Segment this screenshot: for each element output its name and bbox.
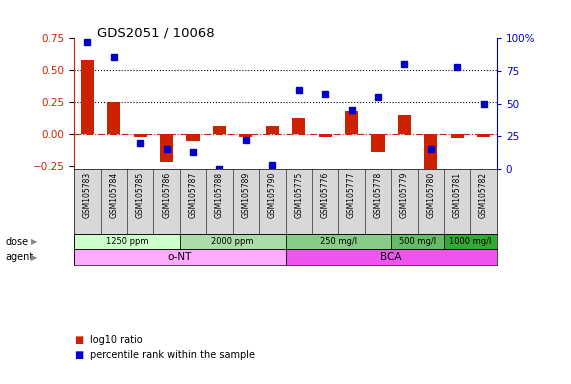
Bar [286,234,391,249]
Text: GSM105777: GSM105777 [347,172,356,218]
Text: GSM105780: GSM105780 [426,172,435,218]
Bar [107,102,120,134]
Text: GSM105784: GSM105784 [109,172,118,218]
Bar [187,134,200,141]
Text: GSM105789: GSM105789 [242,172,251,218]
Bar [345,111,358,134]
Text: GSM105782: GSM105782 [479,172,488,218]
Bar [266,126,279,134]
Text: ■: ■ [74,350,83,360]
Bar [371,134,384,152]
Bar [391,234,444,249]
Bar [292,118,305,134]
Text: GSM105778: GSM105778 [373,172,383,218]
Bar [74,234,180,249]
Bar [477,134,490,137]
Text: GSM105785: GSM105785 [136,172,145,218]
Text: ■: ■ [74,335,83,345]
Bar [286,249,497,265]
Bar [81,60,94,134]
Text: GSM105790: GSM105790 [268,172,277,218]
Bar [424,134,437,169]
Text: GSM105787: GSM105787 [188,172,198,218]
Text: 1250 ppm: 1250 ppm [106,237,148,246]
Text: 250 mg/l: 250 mg/l [320,237,357,246]
Text: GSM105775: GSM105775 [294,172,303,218]
Bar [180,234,286,249]
Text: ▶: ▶ [31,237,38,246]
Text: GSM105786: GSM105786 [162,172,171,218]
Bar [398,115,411,134]
Bar [451,134,464,138]
Text: 1000 mg/l: 1000 mg/l [449,237,492,246]
Text: GSM105788: GSM105788 [215,172,224,218]
Text: 500 mg/l: 500 mg/l [399,237,436,246]
Text: 2000 ppm: 2000 ppm [211,237,254,246]
Bar [444,234,497,249]
Text: GSM105779: GSM105779 [400,172,409,218]
Bar [134,134,147,137]
Bar [213,126,226,134]
Text: BCA: BCA [380,252,402,262]
Text: agent: agent [6,252,34,262]
Text: log10 ratio: log10 ratio [90,335,143,345]
Text: GDS2051 / 10068: GDS2051 / 10068 [97,27,215,40]
Bar [160,134,173,162]
Text: ▶: ▶ [31,253,38,262]
Bar [74,249,286,265]
Text: dose: dose [6,237,29,247]
Bar [239,134,252,137]
Bar [319,134,332,137]
Text: percentile rank within the sample: percentile rank within the sample [90,350,255,360]
Text: o-NT: o-NT [168,252,192,262]
Text: GSM105776: GSM105776 [320,172,329,218]
Text: GSM105781: GSM105781 [453,172,462,218]
Text: GSM105783: GSM105783 [83,172,92,218]
